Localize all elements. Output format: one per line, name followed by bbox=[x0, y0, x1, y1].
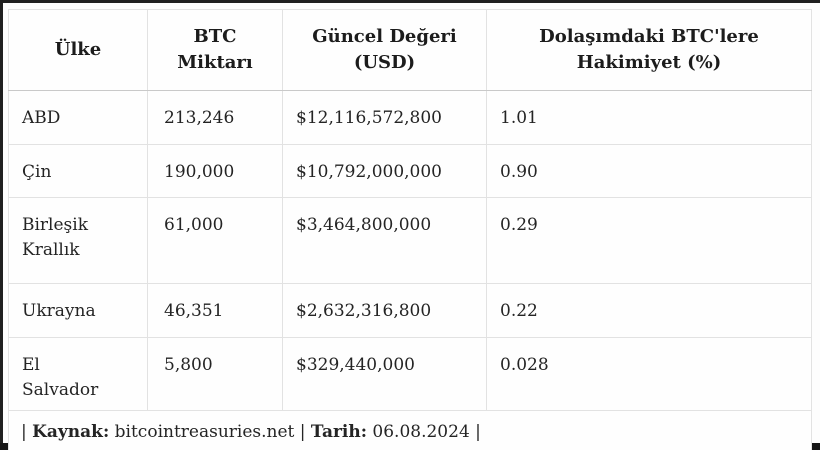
left-border-bar bbox=[0, 0, 3, 450]
cell-dominance: 0.22 bbox=[486, 283, 812, 338]
cell-country: Çin bbox=[8, 144, 148, 198]
cell-btc-amount: 213,246 bbox=[147, 90, 283, 145]
col-header-country-line1: Ülke bbox=[54, 38, 102, 60]
col-header-btc-amount-line2: Miktarı bbox=[177, 52, 253, 73]
table-row: Ukrayna 46,351 $2,632,316,800 0.22 bbox=[8, 283, 812, 338]
date-value: 06.08.2024 bbox=[372, 421, 470, 442]
cell-btc-amount: 61,000 bbox=[147, 197, 283, 284]
header-row: Ülke BTC Miktarı Güncel Değeri (USD) Dol… bbox=[8, 9, 812, 91]
col-header-usd-value-line1: Güncel Değeri bbox=[312, 25, 457, 47]
cell-btc-amount: 46,351 bbox=[147, 283, 283, 338]
cell-usd-value: $12,116,572,800 bbox=[282, 90, 487, 145]
cell-usd-value: $3,464,800,000 bbox=[282, 197, 487, 284]
col-header-btc-amount: BTC Miktarı bbox=[147, 9, 283, 91]
cell-dominance: 0.90 bbox=[486, 144, 812, 198]
footer-row: | Kaynak: bitcointreasuries.net | Tarih:… bbox=[8, 410, 812, 450]
table-row: Çin 190,000 $10,792,000,000 0.90 bbox=[8, 144, 812, 198]
pipe-separator: | bbox=[299, 421, 306, 442]
cell-country: El Salvador bbox=[8, 336, 148, 412]
cell-usd-value: $329,440,000 bbox=[282, 336, 487, 412]
table-row: El Salvador 5,800 $329,440,000 0.028 bbox=[8, 336, 812, 412]
col-header-usd-value: Güncel Değeri (USD) bbox=[282, 9, 487, 91]
col-header-country: Ülke bbox=[8, 9, 148, 91]
pipe-separator: | bbox=[21, 421, 27, 442]
btc-holdings-table: Ülke BTC Miktarı Güncel Değeri (USD) Dol… bbox=[8, 9, 812, 450]
cell-usd-value: $10,792,000,000 bbox=[282, 144, 487, 198]
cell-dominance: 1.01 bbox=[486, 90, 812, 145]
source-value: bitcointreasuries.net bbox=[114, 421, 295, 442]
top-border-bar bbox=[0, 0, 820, 3]
cell-dominance: 0.29 bbox=[486, 197, 812, 284]
col-header-usd-value-line2: (USD) bbox=[353, 52, 416, 73]
source-label: Kaynak: bbox=[32, 421, 110, 442]
cell-btc-amount: 190,000 bbox=[147, 144, 283, 198]
cell-country: ABD bbox=[8, 90, 148, 145]
cell-usd-value: $2,632,316,800 bbox=[282, 283, 487, 338]
col-header-dominance-line1: Dolaşımdaki BTC'lere bbox=[539, 25, 759, 47]
col-header-btc-amount-line1: BTC bbox=[193, 25, 237, 47]
cell-btc-amount: 5,800 bbox=[147, 336, 283, 412]
cell-country: Birleşik Krallık bbox=[8, 197, 148, 284]
table-row: ABD 213,246 $12,116,572,800 1.01 bbox=[8, 90, 812, 145]
pipe-separator: | bbox=[475, 421, 481, 442]
date-label: Tarih: bbox=[310, 421, 368, 442]
table-row: Birleşik Krallık 61,000 $3,464,800,000 0… bbox=[8, 197, 812, 284]
source-note: | Kaynak: bitcointreasuries.net | Tarih:… bbox=[8, 410, 812, 450]
col-header-dominance-line2: Hakimiyet (%) bbox=[576, 52, 722, 73]
cell-country: Ukrayna bbox=[8, 283, 148, 338]
col-header-dominance: Dolaşımdaki BTC'lere Hakimiyet (%) bbox=[486, 9, 812, 91]
cell-dominance: 0.028 bbox=[486, 336, 812, 412]
